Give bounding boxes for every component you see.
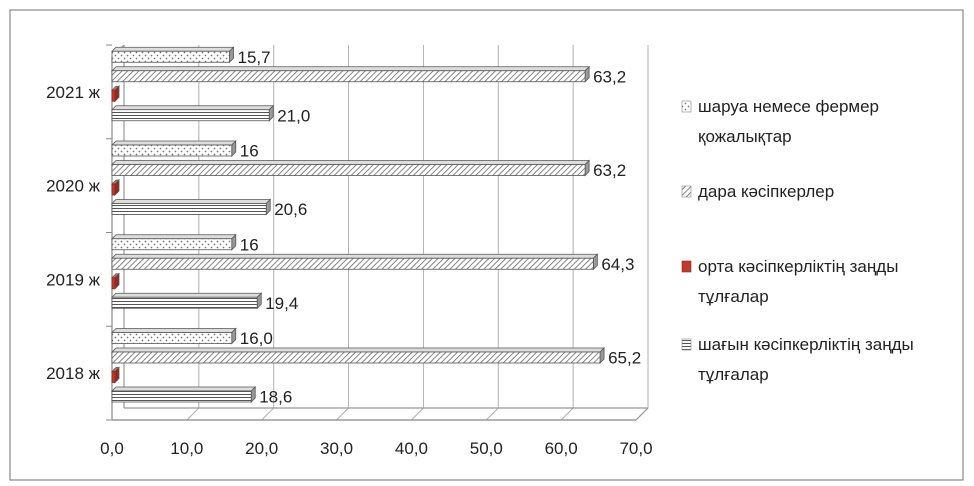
value-labels: 18,6 65,2 16,0 19,4 64,3 16 20,6 63,2 16 21,0 63,2…: [238, 48, 642, 407]
value-label: 21,0: [277, 106, 310, 125]
legend-entry: дара кәсіпкерлер: [681, 182, 834, 201]
legend-label: шағын кәсіпкерліктің заңды: [698, 335, 914, 354]
value-label: 65,2: [608, 349, 641, 368]
gridline-floor: [411, 407, 424, 421]
legend-label: шаруа немесе фермер: [698, 97, 879, 116]
value-label: 63,2: [593, 67, 626, 86]
bar: [111, 233, 237, 251]
bar: [111, 46, 235, 64]
gridline-floor: [485, 407, 499, 421]
legend-label: дара кәсіпкерлер: [698, 182, 834, 201]
value-label: 16,0: [240, 329, 273, 348]
x-tick-label: 20,0: [245, 439, 278, 458]
bar: [111, 159, 591, 177]
value-label: 20,6: [274, 200, 307, 219]
x-tick-label: 30,0: [320, 439, 353, 458]
legend-swatch: [681, 185, 692, 198]
value-label: 19,4: [265, 294, 298, 313]
bar: [111, 253, 599, 271]
value-label: 16: [240, 142, 259, 161]
legend-entry: шағын кәсіпкерліктің заңды тұлғалар: [681, 335, 914, 384]
legend-swatch: [681, 100, 692, 113]
bar: [111, 366, 120, 384]
bar: [111, 272, 120, 290]
bar: [111, 85, 120, 103]
category-label: 2020 ж: [46, 177, 101, 196]
bar: [111, 292, 263, 310]
value-label: 15,7: [238, 48, 271, 67]
bar: [111, 140, 237, 157]
gridline-floor: [261, 407, 275, 421]
legend-swatch: [681, 338, 692, 351]
bar: [111, 104, 275, 122]
bar: [111, 65, 591, 83]
x-tick-label: 0,0: [100, 439, 124, 458]
x-tick-label: 70,0: [619, 439, 652, 458]
value-label: 63,2: [593, 161, 626, 180]
x-tick-label: 40,0: [395, 439, 428, 458]
legend-label: орта кәсіпкерліктің заңды: [698, 257, 898, 276]
bars: [111, 46, 606, 403]
category-label: 2019 ж: [46, 270, 101, 289]
value-label: 64,3: [601, 255, 634, 274]
legend-swatch: [681, 260, 692, 273]
gridline-floor: [560, 407, 574, 421]
floor-right-edge: [635, 407, 649, 421]
bar: [111, 327, 237, 345]
x-tick-label: 10,0: [170, 439, 203, 458]
gridline-floor: [186, 407, 200, 421]
x-tick-label: 60,0: [545, 439, 578, 458]
legend-label: тұлғалар: [698, 287, 769, 306]
axes: 0,0 10,0 20,0 30,0 40,0 50,0 60,0 70,0 2018 ж 201…: [46, 44, 653, 458]
bar: [111, 179, 120, 196]
value-label: 16: [240, 235, 259, 254]
legend-label: тұлғалар: [698, 365, 769, 384]
legend-entry: шаруа немесе фермер қожалықтар: [681, 97, 879, 146]
legend-label: қожалықтар: [698, 127, 792, 146]
bar: [111, 198, 272, 216]
value-label: 18,6: [259, 388, 292, 407]
category-label: 2021 ж: [46, 83, 101, 102]
bar: [111, 347, 606, 364]
x-tick-label: 50,0: [470, 439, 503, 458]
gridline-floor: [336, 407, 349, 421]
legend: шаруа немесе фермер қожалықтар дара кәсіпк…: [681, 97, 914, 384]
category-label: 2018 ж: [46, 364, 101, 383]
bar: [111, 386, 257, 403]
legend-entry: орта кәсіпкерліктің заңды тұлғалар: [681, 257, 898, 306]
